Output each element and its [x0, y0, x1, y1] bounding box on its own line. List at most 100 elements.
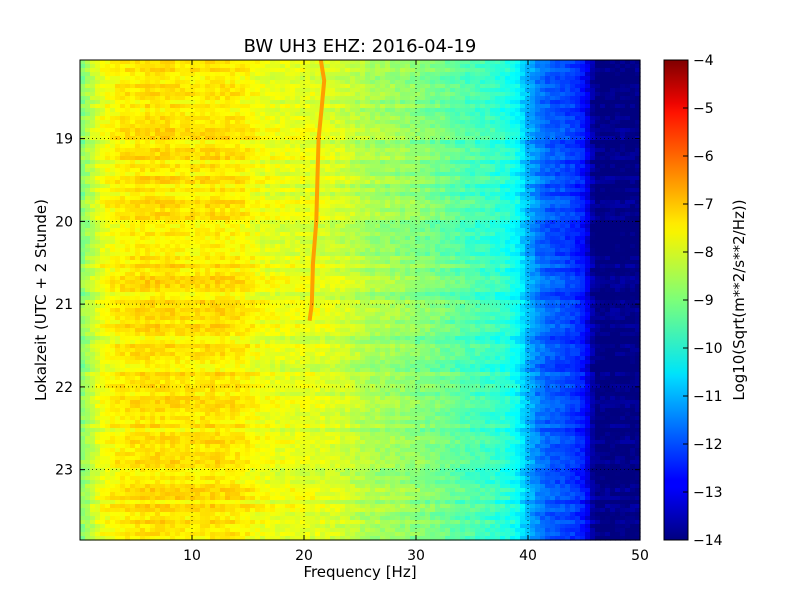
- heatmap-cell: [180, 196, 186, 201]
- heatmap-cell: [615, 108, 621, 113]
- heatmap-cell: [140, 108, 146, 113]
- heatmap-cell: [420, 200, 426, 205]
- heatmap-cell: [270, 112, 276, 117]
- heatmap-cell: [260, 172, 266, 177]
- heatmap-cell: [490, 200, 496, 205]
- heatmap-cell: [255, 196, 261, 201]
- heatmap-cell: [180, 236, 186, 241]
- heatmap-cell: [85, 120, 91, 125]
- heatmap-cell: [150, 196, 156, 201]
- heatmap-cell: [215, 148, 221, 153]
- heatmap-cell: [135, 184, 141, 189]
- heatmap-cell: [585, 160, 591, 165]
- heatmap-cell: [520, 200, 526, 205]
- heatmap-cell: [400, 100, 406, 105]
- heatmap-cell: [635, 84, 641, 89]
- heatmap-cell: [560, 156, 566, 161]
- heatmap-cell: [275, 68, 281, 73]
- heatmap-cell: [155, 124, 161, 129]
- heatmap-cell: [560, 176, 566, 181]
- heatmap-cell: [600, 104, 606, 109]
- heatmap-cell: [265, 60, 271, 65]
- heatmap-cell: [375, 104, 381, 109]
- heatmap-cell: [100, 220, 106, 225]
- heatmap-cell: [170, 88, 176, 93]
- heatmap-cell: [505, 120, 511, 125]
- heatmap-cell: [440, 188, 446, 193]
- heatmap-cell: [105, 168, 111, 173]
- heatmap-cell: [175, 236, 181, 241]
- heatmap-cell: [265, 112, 271, 117]
- heatmap-cell: [305, 144, 311, 149]
- heatmap-cell: [520, 68, 526, 73]
- heatmap-cell: [270, 88, 276, 93]
- heatmap-cell: [430, 224, 436, 229]
- heatmap-cell: [215, 188, 221, 193]
- heatmap-cell: [600, 208, 606, 213]
- heatmap-cell: [270, 160, 276, 165]
- heatmap-cell: [620, 228, 626, 233]
- heatmap-cell: [450, 104, 456, 109]
- heatmap-cell: [420, 148, 426, 153]
- heatmap-cell: [480, 148, 486, 153]
- heatmap-cell: [170, 176, 176, 181]
- heatmap-cell: [200, 152, 206, 157]
- heatmap-cell: [175, 116, 181, 121]
- heatmap-cell: [455, 96, 461, 101]
- heatmap-cell: [165, 160, 171, 165]
- heatmap-cell: [360, 60, 366, 65]
- heatmap-cell: [615, 188, 621, 193]
- heatmap-cell: [610, 140, 616, 145]
- heatmap-cell: [275, 228, 281, 233]
- heatmap-cell: [530, 176, 536, 181]
- heatmap-cell: [580, 160, 586, 165]
- heatmap-cell: [260, 164, 266, 169]
- heatmap-cell: [90, 232, 96, 237]
- heatmap-cell: [465, 228, 471, 233]
- heatmap-cell: [490, 60, 496, 65]
- heatmap-cell: [515, 168, 521, 173]
- heatmap-cell: [105, 176, 111, 181]
- heatmap-cell: [430, 96, 436, 101]
- heatmap-cell: [635, 80, 641, 85]
- heatmap-cell: [565, 128, 571, 133]
- heatmap-cell: [145, 64, 151, 69]
- heatmap-cell: [295, 124, 301, 129]
- heatmap-cell: [330, 152, 336, 157]
- heatmap-cell: [425, 196, 431, 201]
- heatmap-cell: [530, 192, 536, 197]
- heatmap-cell: [245, 60, 251, 65]
- heatmap-cell: [245, 204, 251, 209]
- heatmap-cell: [510, 116, 516, 121]
- heatmap-cell: [220, 68, 226, 73]
- heatmap-cell: [530, 132, 536, 137]
- heatmap-cell: [90, 124, 96, 129]
- heatmap-cell: [385, 184, 391, 189]
- heatmap-cell: [535, 116, 541, 121]
- heatmap-cell: [505, 164, 511, 169]
- heatmap-cell: [575, 64, 581, 69]
- heatmap-cell: [175, 192, 181, 197]
- heatmap-cell: [555, 140, 561, 145]
- heatmap-cell: [510, 104, 516, 109]
- heatmap-cell: [545, 108, 551, 113]
- heatmap-cell: [80, 100, 86, 105]
- heatmap-cell: [305, 184, 311, 189]
- heatmap-cell: [110, 144, 116, 149]
- heatmap-cell: [165, 224, 171, 229]
- heatmap-cell: [540, 84, 546, 89]
- heatmap-cell: [140, 232, 146, 237]
- heatmap-cell: [505, 172, 511, 177]
- heatmap-cell: [175, 208, 181, 213]
- heatmap-cell: [610, 88, 616, 93]
- heatmap-cell: [420, 152, 426, 157]
- heatmap-cell: [260, 80, 266, 85]
- heatmap-cell: [415, 164, 421, 169]
- heatmap-cell: [615, 144, 621, 149]
- heatmap-cell: [390, 60, 396, 65]
- heatmap-cell: [585, 220, 591, 225]
- heatmap-cell: [220, 108, 226, 113]
- heatmap-cell: [355, 164, 361, 169]
- heatmap-cell: [125, 228, 131, 233]
- heatmap-cell: [290, 216, 296, 221]
